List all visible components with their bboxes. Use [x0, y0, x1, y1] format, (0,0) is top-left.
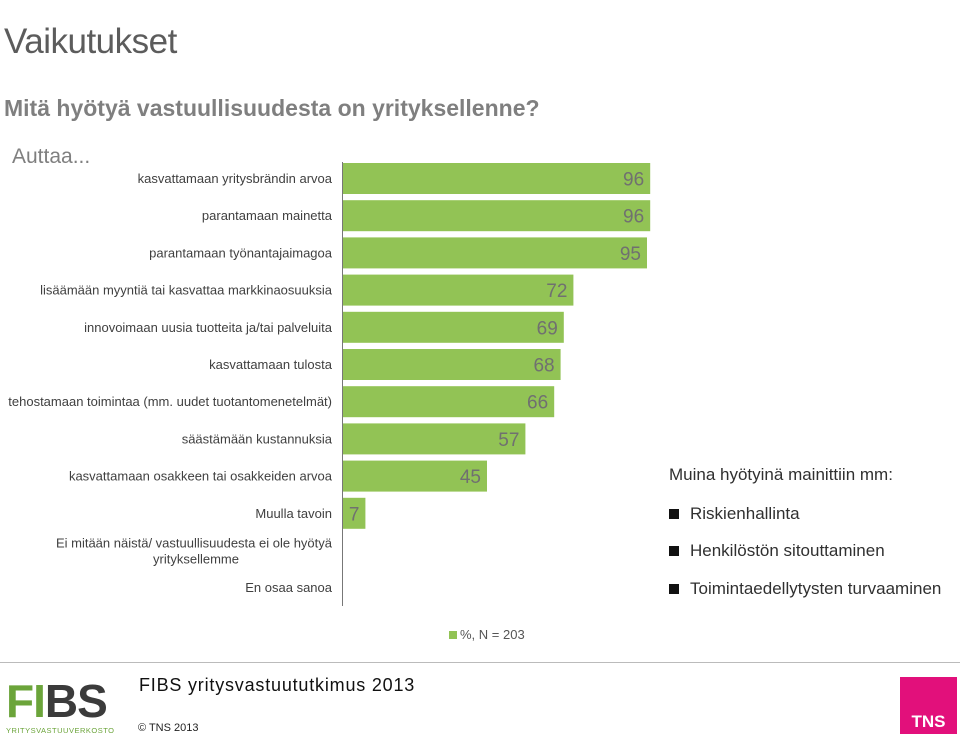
list-item-label: Riskienhallinta — [690, 503, 800, 523]
bar-costs — [343, 423, 526, 455]
value-label: 96 — [623, 207, 644, 228]
value-label: 69 — [537, 318, 558, 339]
bar-shares — [343, 460, 487, 492]
category-label: Ei mitään näistä/ vastuullisuudesta ei o… — [56, 536, 333, 567]
other-benefits-list: Riskienhallinta Henkilöstön sitouttamine… — [669, 495, 959, 608]
list-item-label: Toimintaedellytysten turvaaminen — [690, 578, 942, 598]
list-item: Henkilöstön sitouttaminen — [669, 533, 959, 571]
category-label: lisäämään myyntiä tai kasvattaa markkina… — [40, 283, 333, 298]
value-label: 95 — [620, 244, 641, 265]
other-benefits-box: Muina hyötyinä mainittiin mm: Riskienhal… — [669, 465, 959, 608]
fibs-logo-mark: FIBS — [6, 675, 108, 727]
bar-sales — [343, 274, 574, 306]
category-label: säästämään kustannuksia — [182, 431, 333, 446]
chart-legend: %, N = 203 — [449, 627, 525, 642]
category-label: parantamaan mainetta — [202, 208, 333, 223]
survey-name: FIBS yritysvastuututkimus 2013 — [139, 675, 416, 695]
bar-employer — [343, 237, 647, 269]
category-label: innovoimaan uusia tuotteita ja/tai palve… — [84, 320, 333, 335]
question-subtitle: Mitä hyötyä vastuullisuudesta on yrityks… — [4, 95, 540, 121]
fibs-logo: FIBS YRITYSVASTUUVERKOSTO — [6, 678, 118, 736]
list-item-label: Henkilöstön sitouttaminen — [690, 541, 885, 561]
copyright-text: © TNS 2013 — [138, 722, 199, 734]
bar-efficiency — [343, 386, 555, 418]
bar-brand — [343, 163, 651, 194]
lead-text: Auttaa... — [12, 145, 91, 168]
other-benefits-title: Muina hyötyinä mainittiin mm: — [669, 465, 893, 484]
list-item: Toimintaedellytysten turvaaminen — [669, 570, 959, 608]
bar-profit — [343, 349, 561, 380]
square-bullet-icon — [669, 583, 679, 594]
value-label: 66 — [527, 393, 548, 414]
bar-chart: kasvattamaan yritysbrändin arvoa 96 parant… — [8, 162, 651, 606]
category-label: kasvattamaan osakkeen tai osakkeiden arv… — [69, 469, 333, 484]
list-item: Riskienhallinta — [669, 495, 959, 533]
bar-reputation — [343, 200, 651, 232]
value-label: 7 — [349, 504, 360, 525]
bar-innovation — [343, 311, 564, 343]
category-label: kasvattamaan yritysbrändin arvoa — [138, 171, 333, 186]
bars-group: kasvattamaan yritysbrändin arvoa 96 parant… — [8, 163, 651, 595]
value-label: 72 — [546, 281, 567, 302]
bar-other — [343, 497, 366, 529]
footer-divider — [0, 662, 960, 663]
value-label: 68 — [533, 356, 554, 377]
value-label: 96 — [623, 170, 644, 191]
square-bullet-icon — [669, 546, 679, 557]
category-label: Muulla tavoin — [255, 506, 332, 521]
fibs-logo-subtitle: YRITYSVASTUUVERKOSTO — [6, 726, 115, 735]
category-label: kasvattamaan tulosta — [209, 357, 333, 372]
value-label: 57 — [498, 430, 519, 451]
category-label: tehostamaan toimintaa (mm. uudet tuotant… — [8, 394, 332, 409]
value-label: 45 — [460, 467, 481, 488]
page-title: Vaikutukset — [4, 22, 177, 61]
legend-swatch-icon — [449, 630, 457, 639]
tns-logo: TNS — [900, 677, 957, 734]
category-label: parantamaan työnantajaimagoa — [149, 245, 333, 260]
square-bullet-icon — [669, 508, 679, 519]
legend-label: %, N = 203 — [460, 627, 525, 642]
category-label: En osaa sanoa — [245, 580, 333, 595]
